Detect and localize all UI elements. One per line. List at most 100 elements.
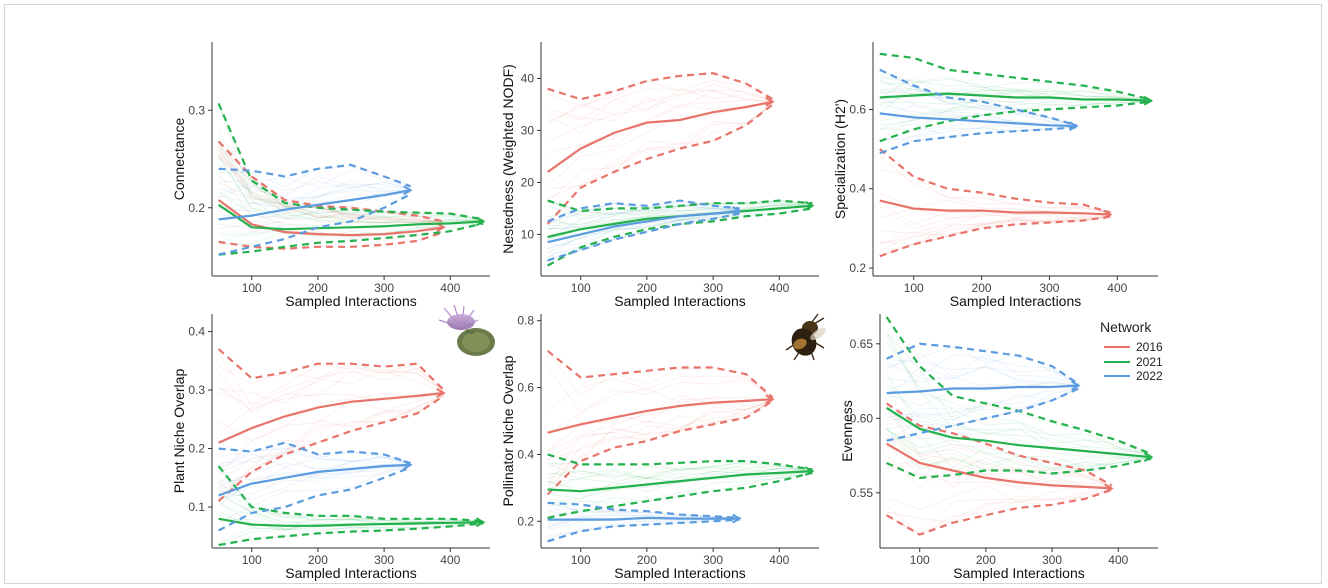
series-2016	[879, 148, 1113, 258]
replicate-trace-2021	[886, 331, 1152, 456]
y-tick-label: 0.2	[517, 514, 534, 528]
replicate-trace-2016	[218, 150, 444, 223]
replicate-trace-2016	[547, 400, 773, 461]
replicate-trace-2022	[218, 183, 411, 208]
replicate-trace-2021	[547, 470, 813, 505]
y-tick-label: 0.55	[850, 486, 874, 500]
lower-bound-2016	[217, 394, 445, 503]
replicate-trace-2022	[218, 463, 411, 506]
replicate-trace-2016	[547, 88, 773, 134]
series-2021	[879, 52, 1154, 143]
replicate-trace-2016	[218, 157, 444, 224]
replicate-trace-2016	[218, 395, 444, 484]
end-arrow-2021	[475, 216, 486, 227]
chart-connectance: 100 200 300 400 0.2 0.3 Sampled Interactions Co…	[171, 42, 490, 309]
x-tick-label: 100	[242, 553, 262, 567]
upper-bound-2021	[885, 316, 1152, 456]
end-arrow-2021	[1143, 452, 1154, 462]
upper-bound-2016	[217, 140, 444, 223]
y-axis-label: Evenness	[839, 400, 855, 461]
lower-bound-2021	[218, 222, 484, 256]
replicate-trace-2021	[886, 342, 1152, 457]
upper-bound-2016	[547, 72, 774, 101]
replicate-trace-2021	[547, 204, 813, 227]
replicate-trace-2016	[547, 80, 773, 123]
upper-bound-2021	[879, 52, 1152, 101]
replicate-trace-2021	[218, 504, 484, 526]
upper-bound-2016	[217, 348, 445, 391]
replicate-trace-2022	[218, 179, 411, 199]
replicate-trace-2016	[886, 484, 1112, 510]
replicate-trace-2021	[218, 103, 484, 220]
replicate-trace-2021	[218, 221, 484, 245]
x-tick-label: 200	[308, 553, 328, 567]
x-tick-label: 400	[440, 553, 460, 567]
replicate-trace-2022	[547, 502, 740, 519]
replicate-trace-2016	[547, 398, 773, 469]
replicate-trace-2022	[218, 190, 411, 219]
replicate-trace-2021	[547, 466, 813, 479]
replicate-trace-2021	[879, 101, 1152, 130]
replicate-trace-2022	[547, 211, 740, 250]
y-tick-label: 30	[521, 123, 535, 137]
series-2016	[546, 72, 775, 225]
replicate-trace-2016	[879, 216, 1111, 257]
replicate-trace-2016	[218, 393, 444, 477]
replicate-trace-2016	[879, 215, 1111, 246]
upper-bound-2021	[217, 102, 484, 221]
x-tick-label: 400	[769, 281, 789, 295]
lower-bound-2022	[886, 387, 1080, 442]
series-2022	[547, 501, 742, 543]
replicate-trace-2016	[879, 192, 1111, 214]
series-2022	[886, 342, 1081, 442]
replicate-trace-2022	[886, 364, 1079, 401]
end-arrow-2022	[732, 206, 742, 216]
replicate-trace-2016	[547, 79, 773, 121]
replicate-trace-2016	[547, 350, 773, 399]
replicate-trace-2022	[218, 451, 411, 473]
end-arrow-2021	[475, 517, 486, 528]
y-axis-label: Pollinator Niche Overlap	[500, 355, 516, 506]
replicate-trace-2016	[547, 376, 773, 410]
replicate-trace-2016	[879, 216, 1111, 254]
y-tick-label: 0.6	[517, 381, 534, 395]
replicate-trace-2016	[547, 100, 773, 177]
end-arrow-2021	[804, 466, 815, 476]
replicate-trace-2016	[218, 394, 444, 502]
upper-bound-2021	[547, 453, 813, 471]
x-axis-label: Sampled Interactions	[285, 565, 417, 581]
replicate-trace-2022	[218, 452, 411, 469]
replicate-trace-2016	[879, 213, 1111, 244]
replicate-trace-2016	[886, 489, 1112, 524]
legend-item-2022: 2022	[1104, 369, 1163, 383]
upper-bound-2016	[546, 349, 774, 399]
end-arrow-2016	[1104, 483, 1114, 494]
x-tick-label: 400	[440, 281, 460, 295]
replicate-trace-2022	[879, 120, 1077, 142]
upper-bound-2022	[547, 199, 740, 223]
replicate-trace-2021	[547, 472, 813, 519]
replicate-trace-2022	[547, 205, 740, 229]
series-2022	[879, 68, 1079, 155]
end-arrow-2016	[765, 394, 775, 405]
lower-bound-2016	[879, 215, 1111, 258]
replicate-trace-2021	[218, 103, 484, 220]
chart-evenness: 100 200 300 400 0.55 0.60 0.65 Sampled Interact…	[839, 314, 1158, 581]
replicate-trace-2021	[218, 137, 484, 222]
replicate-trace-2021	[547, 467, 813, 483]
chart-pollinator-niche-overlap: 100 200 300 400 0.2 0.4 0.6 0.8 Sampled Interact…	[500, 314, 819, 581]
replicate-trace-2021	[547, 204, 813, 225]
replicate-trace-2022	[879, 89, 1077, 127]
mean-line-2016	[547, 398, 773, 434]
replicate-trace-2016	[218, 173, 444, 228]
replicate-trace-2022	[218, 178, 411, 192]
y-tick-label: 0.2	[188, 201, 205, 215]
upper-bound-2021	[547, 199, 813, 213]
replicate-trace-2021	[879, 87, 1152, 101]
replicate-trace-2021	[886, 332, 1152, 455]
replicate-trace-2016	[547, 366, 773, 413]
replicate-trace-2016	[547, 400, 773, 488]
y-tick-label: 10	[521, 227, 535, 241]
replicate-trace-2022	[218, 185, 411, 223]
replicate-trace-2022	[879, 126, 1077, 154]
